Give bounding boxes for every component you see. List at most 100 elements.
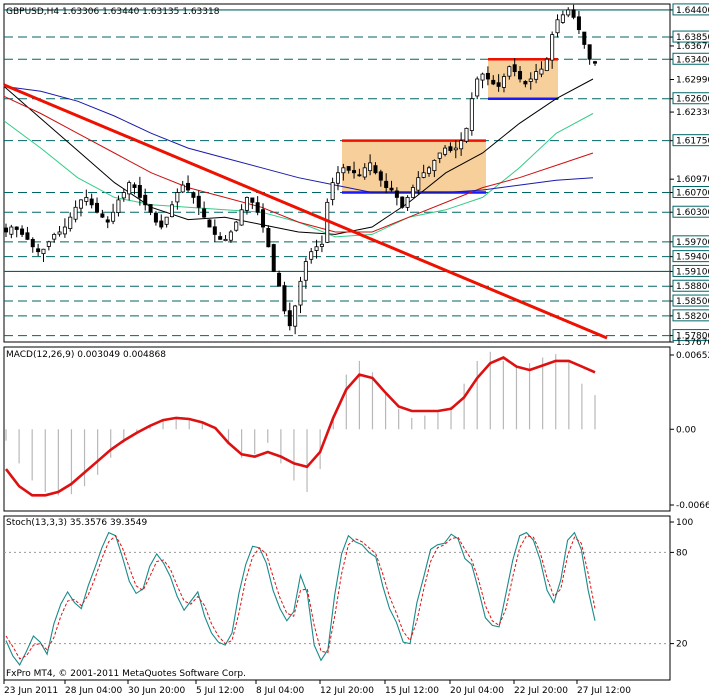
candle-body	[571, 9, 576, 18]
price-tick-label: 1.64400	[676, 6, 709, 16]
time-axis: 23 Jun 2011 28 Jun 04:00 30 Jun 20:00 5 Jul…	[3, 680, 631, 696]
chart-ohlc-label: 1.63306 1.63440 1.63135 1.63318	[62, 7, 220, 17]
candle-body	[555, 19, 560, 34]
macd-tick-label: -0.00665	[676, 501, 709, 511]
candle-body	[464, 127, 469, 142]
candle-body	[346, 166, 351, 171]
time-tick-label: 23 Jun 2011	[4, 686, 58, 696]
candle-body	[25, 232, 30, 240]
candle-body	[36, 248, 41, 253]
candle-body	[223, 238, 228, 242]
price-tick-box	[672, 92, 709, 105]
candle-body	[207, 219, 212, 228]
candle-body	[480, 73, 485, 81]
candle-body	[4, 227, 9, 233]
candle-body	[121, 192, 126, 199]
price-tick-label: 1.63670	[676, 42, 709, 52]
candle-body	[539, 68, 544, 75]
candle-body	[202, 208, 207, 218]
stoch-main-line	[5, 531, 596, 666]
candle-body	[309, 251, 314, 260]
trendline	[3, 83, 608, 340]
candle-body	[298, 280, 303, 306]
stoch-signal-line	[5, 534, 596, 660]
candle-body	[137, 185, 142, 198]
candle-body	[68, 216, 73, 230]
candle-body	[73, 206, 78, 220]
candle-body	[443, 147, 448, 155]
time-tick-label: 22 Jul 20:00	[514, 686, 568, 696]
candle-body	[319, 243, 324, 247]
candle-body	[303, 261, 308, 281]
panel-border-2	[3, 515, 671, 681]
time-tick-label: 27 Jul 12:00	[577, 686, 631, 696]
price-candles	[4, 4, 598, 335]
macd-title: MACD(12,26,9) 0.003049 0.004868	[6, 350, 166, 360]
candle-body	[239, 209, 244, 226]
candle-body	[501, 76, 506, 88]
price-tick-box	[672, 294, 709, 307]
candle-body	[78, 199, 83, 209]
candle-body	[186, 182, 191, 191]
price-tick-box	[672, 30, 709, 43]
macd-signal-line	[4, 356, 596, 497]
candle-body	[534, 71, 539, 80]
candle-body	[180, 184, 185, 193]
price-tick-label: 1.60970	[676, 175, 709, 185]
moving-average-red	[3, 95, 594, 233]
moving-average-black	[3, 78, 594, 235]
candle-body	[271, 244, 276, 272]
candle-body	[218, 236, 223, 240]
candle-body	[287, 310, 292, 327]
candle-body	[335, 172, 340, 184]
price-tick-label: 1.58500	[676, 297, 709, 307]
candle-body	[266, 228, 271, 248]
candle-body	[427, 167, 432, 174]
stoch-tick-label: 80	[676, 548, 688, 558]
candle-body	[255, 202, 260, 213]
price-axis: 1.64400 1.638501.63670 1.63400 1.62990 1.626…	[670, 3, 709, 348]
time-tick-label: 12 Jul 20:00	[320, 686, 374, 696]
price-tick-label: 1.60700	[676, 188, 709, 198]
price-tick-box	[672, 185, 709, 198]
candle-body	[421, 172, 426, 178]
chart-symbol-label: GBPUSD,H4	[6, 7, 59, 17]
time-tick-label: 28 Jun 04:00	[65, 686, 122, 696]
candle-body	[437, 152, 442, 159]
macd-tick-label: 0.00	[676, 425, 696, 435]
candle-body	[234, 221, 239, 231]
price-tick-box	[672, 250, 709, 263]
price-tick-label: 1.58200	[676, 312, 709, 322]
candle-body	[475, 78, 480, 97]
candle-body	[191, 192, 196, 198]
moving-average-green	[3, 113, 594, 238]
candle-body	[448, 146, 453, 151]
price-tick-label: 1.60300	[676, 208, 709, 218]
candle-body	[512, 64, 517, 73]
candle-body	[485, 72, 490, 80]
price-tick-box	[672, 264, 709, 277]
candle-body	[550, 34, 555, 61]
candle-body	[261, 209, 266, 228]
price-tick-label: 1.62600	[676, 95, 709, 105]
macd-panel: 0.00652 0.00 -0.00665	[4, 351, 709, 511]
candle-body	[389, 187, 394, 191]
candle-body	[175, 192, 180, 203]
candle-body	[357, 174, 362, 177]
candle-body	[244, 197, 249, 211]
candle-body	[469, 98, 474, 131]
candle-body	[228, 231, 233, 241]
candle-body	[352, 170, 357, 174]
candle-body	[95, 202, 100, 213]
price-levels	[4, 9, 670, 337]
candle-body	[105, 219, 110, 223]
panel-border-0	[3, 3, 671, 343]
price-tick-label: 1.59700	[676, 238, 709, 248]
candle-body	[330, 182, 335, 200]
candle-body	[378, 171, 383, 181]
stoch-tick-label: 20	[676, 640, 688, 650]
price-tick-box	[672, 309, 709, 322]
candle-body	[9, 226, 14, 235]
